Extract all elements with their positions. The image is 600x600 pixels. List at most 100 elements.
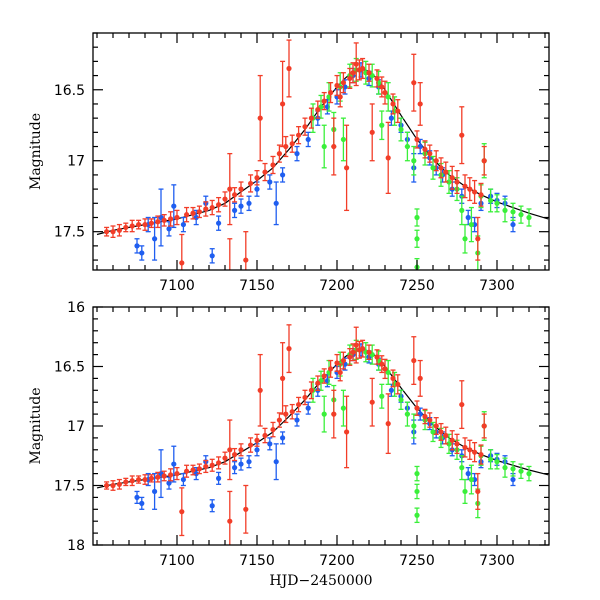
marker [136,476,142,483]
data-point-red [203,201,209,217]
marker [465,471,471,477]
data-point-red [227,238,233,270]
data-point-red [472,179,478,204]
data-point-green [340,117,346,162]
data-point-green [488,449,494,470]
data-point-red [289,134,295,153]
marker [443,432,449,439]
marker [302,124,308,130]
data-point-red [328,82,334,104]
data-point-green [494,453,500,470]
marker [414,214,420,221]
marker [161,217,167,223]
y-axis-label: Magnitude [28,387,44,464]
marker [254,447,260,453]
data-point-green [369,63,375,88]
data-point-blue [139,245,145,261]
data-point-red [227,419,233,481]
marker [478,192,484,198]
x-tick-label: 7300 [479,278,515,294]
data-point-red [443,161,449,183]
marker [422,413,428,420]
data-point-red [270,421,276,438]
marker [347,75,353,82]
marker [283,143,289,150]
marker [209,204,215,211]
data-point-red [340,351,346,370]
marker [142,221,148,228]
marker [174,214,180,221]
marker [238,461,244,467]
data-point-red [347,347,353,366]
marker [179,509,185,515]
marker [494,200,500,206]
data-point-red [462,437,468,458]
marker [227,447,233,453]
marker [488,456,494,462]
marker [104,229,110,235]
marker [411,158,417,164]
marker [155,219,161,225]
data-point-red [321,91,327,111]
marker [395,381,401,387]
data-point-green [526,465,532,482]
marker [123,224,129,231]
marker [222,455,228,461]
data-point-red [155,471,161,483]
marker [462,488,468,495]
x-tick-label: 7200 [319,278,355,294]
marker [414,488,420,495]
data-point-red [438,422,444,441]
marker [379,361,385,367]
data-point-red [427,412,433,428]
y-tick-label: 17.5 [54,225,85,241]
data-point-red [148,218,154,229]
marker [254,437,260,443]
marker [246,200,252,206]
marker [321,143,327,150]
marker [209,462,215,468]
data-point-red [248,174,254,193]
data-point-red [337,363,343,382]
marker [340,136,346,143]
marker [510,476,516,483]
x-tick-label: 7100 [159,278,195,294]
marker [134,494,140,500]
marker [203,463,209,470]
marker [110,229,116,235]
data-point-blue [166,476,172,490]
marker [248,180,254,187]
data-point-red [302,117,308,136]
data-point-green [462,223,468,254]
marker [465,214,471,221]
data-point-red [360,57,366,80]
data-point-red [174,466,180,481]
data-point-red [414,400,420,416]
marker [443,169,449,175]
data-point-red [369,377,375,427]
data-point-blue [152,472,158,510]
marker [454,179,460,185]
data-point-green [510,461,516,477]
marker [374,354,380,360]
marker [216,202,222,208]
marker [171,203,177,209]
marker [243,257,249,263]
data-point-green [518,463,524,480]
data-point-red [315,375,321,391]
data-point-blue [152,216,158,261]
marker [180,476,186,483]
x-axis-label: HJD−2450000 [269,573,372,589]
data-point-red [385,121,391,195]
data-point-red [337,86,343,108]
data-point-green [398,117,404,142]
marker [308,387,314,393]
data-point-red [148,474,154,483]
marker [294,417,300,423]
data-point-green [379,110,385,141]
data-point-red [308,381,314,400]
y-tick-label: 17 [67,154,85,170]
data-point-red [161,214,167,227]
data-point-red [142,218,148,231]
data-point-red [449,165,455,190]
